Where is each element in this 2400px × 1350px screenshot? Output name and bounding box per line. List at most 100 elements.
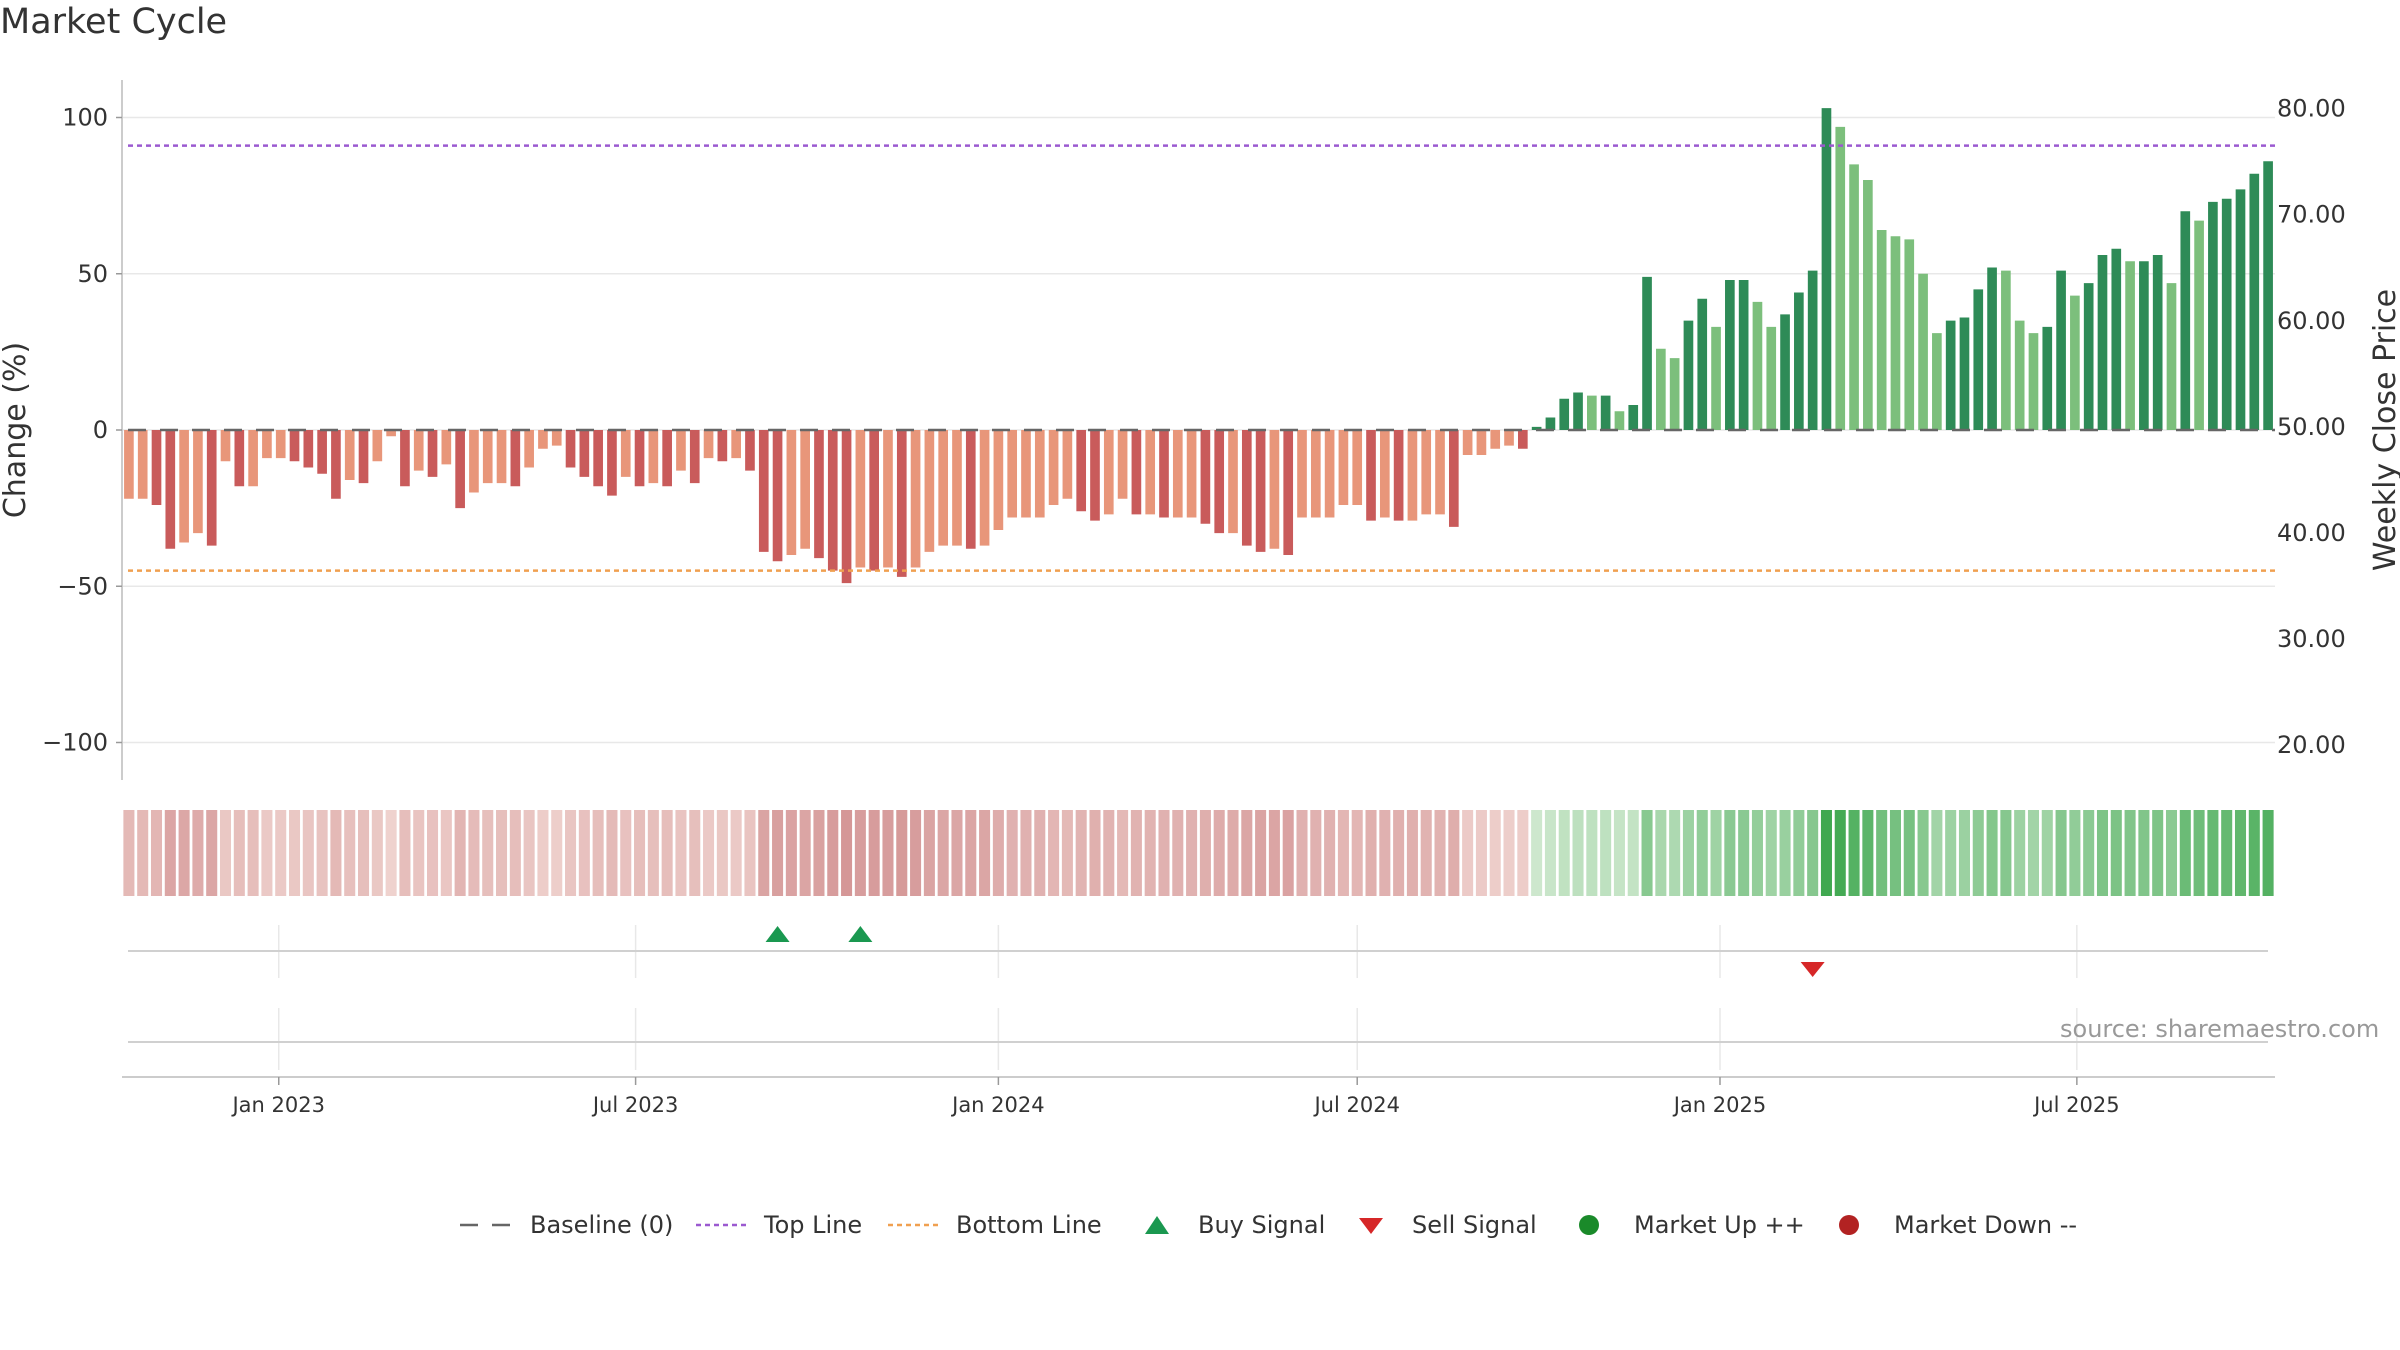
heat-cell: [1917, 810, 1929, 896]
heat-cell: [813, 810, 825, 896]
bar: [1228, 430, 1238, 534]
heat-cell: [1117, 810, 1129, 896]
heat-cell: [509, 810, 521, 896]
legend-market-down: Market Down --: [1832, 1205, 2077, 1245]
bar: [1283, 430, 1294, 555]
heat-cell: [1324, 810, 1336, 896]
legend-label: Market Up ++: [1634, 1211, 1805, 1239]
heat-cell: [1089, 810, 1101, 896]
bar: [1821, 108, 1832, 430]
heat-cell: [772, 810, 784, 896]
bar: [1241, 430, 1252, 546]
bar: [952, 430, 962, 546]
bar: [2097, 255, 2108, 430]
heat-cell: [1406, 810, 1418, 896]
bar: [745, 430, 755, 471]
heat-cell: [2110, 810, 2122, 896]
bar: [1656, 348, 1666, 430]
heat-cell: [1531, 810, 1543, 896]
heat-cell: [1903, 810, 1915, 896]
bar: [1200, 430, 1211, 524]
legend-label: Top Line: [764, 1211, 863, 1239]
bar: [1849, 164, 1859, 430]
heat-cell: [385, 810, 397, 896]
bar: [1269, 430, 1280, 549]
heat-cell: [123, 810, 135, 896]
bar: [234, 430, 245, 487]
bar: [1007, 430, 1018, 518]
heat-cell: [496, 810, 508, 896]
heat-cell: [799, 810, 811, 896]
heat-cell: [1489, 810, 1501, 896]
heat-cell: [1213, 810, 1225, 896]
bar: [386, 430, 396, 437]
heat-cell: [951, 810, 963, 896]
heat-cell: [137, 810, 149, 896]
bar: [689, 430, 700, 484]
heat-cell: [2207, 810, 2219, 896]
heat-cell: [785, 810, 797, 896]
heat-cell: [1448, 810, 1460, 896]
bar: [1255, 430, 1266, 552]
heat-cell: [413, 810, 425, 896]
heat-cell: [1061, 810, 1073, 896]
bar: [2056, 270, 2066, 430]
triangle-down-icon: [1359, 1218, 1383, 1234]
y-tick-label-right: 70.00: [2277, 201, 2346, 229]
heat-cell: [2055, 810, 2067, 896]
axes: 100 50 0 −50 −100 80.00 70.00 60.00 50.00 40.00 30…: [42, 80, 2346, 1117]
bar: [1076, 430, 1087, 512]
legend-bottom-line: Bottom Line: [886, 1205, 1102, 1245]
heat-cell: [1848, 810, 1860, 896]
heat-cell: [1751, 810, 1763, 896]
heat-cell: [164, 810, 176, 896]
heat-cell: [1544, 810, 1556, 896]
bar: [344, 430, 355, 480]
bar: [2042, 326, 2053, 430]
bar: [1876, 230, 1887, 430]
heat-cell: [1475, 810, 1487, 896]
bar: [1807, 270, 1818, 430]
heat-cell: [979, 810, 991, 896]
dashed-line-icon: [460, 1223, 516, 1227]
bar: [2152, 255, 2163, 430]
sell-signal-marker: [1800, 962, 1825, 977]
bar: [1628, 405, 1639, 430]
heat-cell: [1351, 810, 1363, 896]
bar: [2001, 270, 2011, 430]
heat-cell: [344, 810, 356, 896]
bar: [717, 430, 728, 462]
heat-cell: [744, 810, 756, 896]
bar: [814, 430, 824, 559]
bar: [1752, 301, 1763, 430]
heat-cell: [1379, 810, 1391, 896]
bar: [469, 430, 479, 493]
y-axis-label-left: Change (%): [0, 342, 33, 518]
bar: [1352, 430, 1363, 505]
bar: [1932, 333, 1942, 430]
heat-cell: [302, 810, 314, 896]
heat-cell: [841, 810, 853, 896]
bar: [634, 430, 645, 487]
legend-label: Buy Signal: [1198, 1211, 1326, 1239]
heat-cell: [937, 810, 949, 896]
bar: [772, 430, 783, 562]
heat-cell: [2221, 810, 2233, 896]
heat-cell: [219, 810, 232, 896]
y-tick-label-right: 40.00: [2277, 519, 2346, 547]
bar: [1904, 239, 1915, 430]
bar: [800, 430, 810, 549]
bar: [1738, 280, 1749, 430]
bar: [1448, 430, 1459, 527]
heat-cell: [482, 810, 494, 896]
heat-cell: [1503, 810, 1515, 896]
bar: [165, 430, 176, 549]
buy-signal-marker: [848, 926, 873, 942]
bar: [1366, 430, 1376, 521]
bar: [289, 430, 300, 462]
gridlines: [122, 116, 2275, 1070]
heat-cell: [192, 810, 204, 896]
heat-cell: [1075, 810, 1087, 896]
bar: [482, 430, 493, 484]
y-axis-label-right: Weekly Close Price: [2368, 289, 2400, 571]
